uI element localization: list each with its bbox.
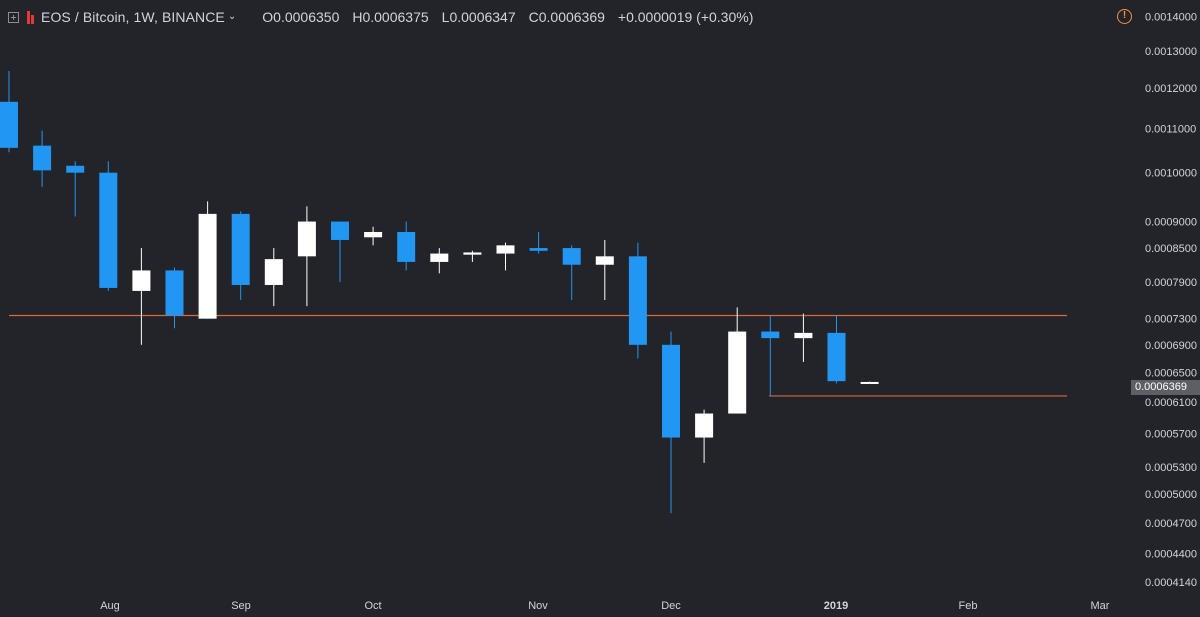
y-tick-label: 0.0011000 <box>1145 123 1196 135</box>
candle <box>860 381 879 384</box>
candle <box>33 130 52 187</box>
price-axis[interactable]: 0.0014000 0.0013000 0.0012000 0.0011000 0.00… <box>1145 12 1197 589</box>
candle-body <box>99 172 118 288</box>
y-tick-label: 0.0007300 <box>1145 314 1197 326</box>
candle <box>728 307 747 414</box>
candle-body <box>860 381 879 384</box>
candle <box>231 211 250 300</box>
candles <box>0 71 879 514</box>
candle-body <box>264 259 283 285</box>
high-value: H0.0006375 <box>352 9 429 25</box>
candle <box>628 242 647 359</box>
candle-body <box>165 270 184 316</box>
x-tick-label: Sep <box>231 600 251 612</box>
candle-body <box>0 101 18 148</box>
x-tick-label: Oct <box>364 600 381 612</box>
y-tick-label: 0.0007900 <box>1145 277 1197 289</box>
level-lines <box>9 314 1067 397</box>
candle-body <box>529 248 548 251</box>
candle <box>463 250 482 262</box>
candle <box>397 221 416 271</box>
low-value: L0.0006347 <box>441 9 516 25</box>
open-value: O0.0006350 <box>262 9 340 25</box>
candle <box>297 206 316 307</box>
candle <box>331 221 349 283</box>
candle-body <box>297 221 316 257</box>
candle <box>132 248 151 345</box>
candle <box>529 231 548 254</box>
candle-body <box>364 231 383 238</box>
candle-body <box>562 248 581 265</box>
candle-body <box>761 331 780 339</box>
x-tick-label: Nov <box>528 600 548 612</box>
candle-body <box>827 332 846 382</box>
ohlc-legend: O0.0006350 H0.0006375 L0.0006347 C0.0006… <box>262 9 753 25</box>
candle-body <box>33 145 52 171</box>
candle <box>794 313 813 362</box>
y-tick-label: 0.0014000 <box>1145 12 1197 24</box>
candle-body <box>794 332 813 339</box>
y-tick-label: 0.0004140 <box>1145 577 1197 589</box>
candle <box>198 201 217 319</box>
candle-body <box>628 256 647 345</box>
candle-body <box>331 221 349 240</box>
candle <box>496 242 515 271</box>
y-tick-label: 0.0012000 <box>1145 83 1197 95</box>
x-tick-label: Dec <box>661 600 681 612</box>
candle <box>595 239 614 300</box>
close-value: C0.0006369 <box>528 9 605 25</box>
y-tick-label: 0.0008500 <box>1145 243 1197 255</box>
x-tick-label: Mar <box>1091 600 1110 612</box>
candle <box>695 409 714 463</box>
y-tick-label: 0.0006500 <box>1145 368 1197 380</box>
chevron-down-icon[interactable]: ⌄ <box>227 10 237 22</box>
candle <box>364 226 383 246</box>
y-tick-label: 0.0005700 <box>1145 428 1197 440</box>
candle <box>99 161 118 291</box>
candle-body <box>198 213 217 319</box>
x-tick-label: Feb <box>959 600 978 612</box>
y-tick-label: 0.0006100 <box>1145 397 1197 409</box>
change-value: +0.0000019 (+0.30%) <box>617 9 754 25</box>
candle-body <box>397 231 416 262</box>
candle-body <box>132 270 151 291</box>
y-tick-label: 0.0004700 <box>1145 518 1197 530</box>
candle-body <box>695 413 714 438</box>
expand-icon[interactable] <box>8 11 19 23</box>
y-tick-label: 0.0013000 <box>1145 46 1197 58</box>
candle <box>0 71 18 153</box>
candle <box>761 315 780 396</box>
time-axis[interactable]: Aug Sep Oct Nov Dec 2019 Feb Mar <box>100 600 1110 612</box>
candle <box>66 161 85 217</box>
y-tick-label: 0.0010000 <box>1145 168 1197 180</box>
x-tick-label: Aug <box>100 600 120 612</box>
symbol-title[interactable]: EOS / Bitcoin, 1W, BINANCE <box>41 9 225 25</box>
candle <box>827 315 846 384</box>
warning-icon[interactable]: ! <box>1117 9 1132 24</box>
candle <box>430 248 449 274</box>
candle-body <box>595 256 614 265</box>
candle <box>165 267 184 329</box>
x-tick-label: 2019 <box>824 600 848 612</box>
y-tick-label: 0.0005000 <box>1145 489 1197 501</box>
candle <box>562 245 581 300</box>
candle-body <box>662 344 680 438</box>
last-price-label: 0.0006369 <box>1131 380 1200 395</box>
y-tick-label: 0.0004400 <box>1145 549 1197 561</box>
chart-header: EOS / Bitcoin, 1W, BINANCE ⌄ O0.0006350 … <box>8 6 753 28</box>
y-tick-label: 0.0009000 <box>1145 217 1197 229</box>
candle <box>264 248 283 307</box>
candle-body <box>66 165 85 173</box>
candle-body <box>728 331 747 414</box>
candle-body <box>430 253 449 262</box>
y-tick-label: 0.0006900 <box>1145 340 1197 352</box>
candle-body <box>463 252 482 255</box>
candle <box>662 331 680 514</box>
candle-body <box>496 245 515 254</box>
candle-body <box>231 213 250 285</box>
exchange-logo-icon <box>27 10 35 24</box>
y-tick-label: 0.0005300 <box>1145 462 1197 474</box>
